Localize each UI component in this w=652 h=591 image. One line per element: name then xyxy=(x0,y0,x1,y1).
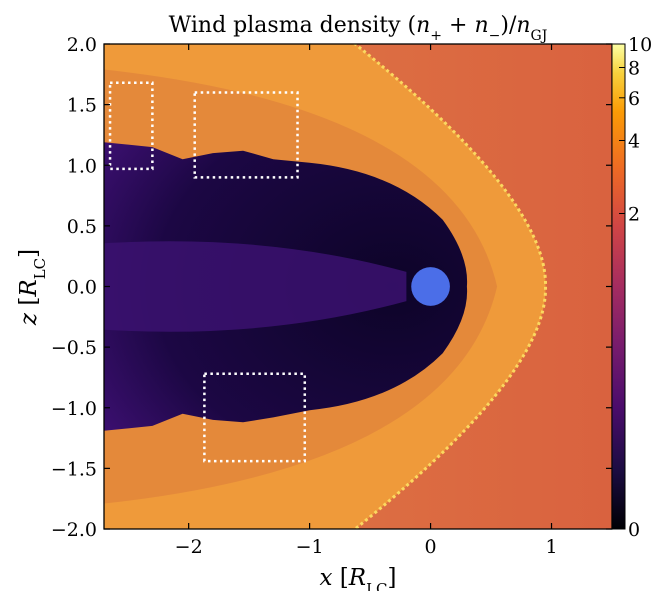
y-axis-ticks: −2.0 −1.5 −1.0 −0.5 0.0 0.5 1.0 1.5 2.0 xyxy=(51,34,612,541)
plot-area xyxy=(104,44,612,529)
x-axis-label: x [RLC] xyxy=(319,565,396,591)
y-tick-label: −0.5 xyxy=(51,337,97,359)
colorbar-tick-label: 10 xyxy=(628,34,652,56)
x-axis-ticks: −2 −1 0 1 xyxy=(175,44,558,558)
colorbar-tick-label: 4 xyxy=(628,131,640,153)
x-tick-label: 0 xyxy=(425,536,437,558)
highlight-boxes xyxy=(108,81,307,463)
y-tick-label: 0.5 xyxy=(67,216,97,238)
colorbar-tick-label: 8 xyxy=(628,58,640,80)
pulsar-disk xyxy=(411,267,450,306)
y-tick-label: −2.0 xyxy=(51,519,97,541)
y-tick-label: −1.0 xyxy=(51,398,97,420)
y-axis-label: z [RLC] xyxy=(16,249,49,326)
bow-shock-front xyxy=(352,44,548,529)
colorbar-tick-label: 2 xyxy=(628,204,640,226)
y-tick-label: 0.0 xyxy=(67,277,97,299)
highlight-box-1 xyxy=(108,81,154,171)
highlight-box-3 xyxy=(203,372,307,463)
equatorial-band xyxy=(104,241,407,332)
y-tick-label: 2.0 xyxy=(67,34,97,56)
x-tick-label: −2 xyxy=(175,536,203,558)
colorbar-tick-label: 6 xyxy=(628,88,640,110)
y-tick-label: 1.0 xyxy=(67,155,97,177)
x-tick-label: −1 xyxy=(296,536,324,558)
colorbar-tick-label: 0 xyxy=(628,519,640,541)
x-tick-label: 1 xyxy=(545,536,557,558)
colorbar-ticks: 0 2 4 6 810 xyxy=(619,34,652,541)
y-tick-label: −1.5 xyxy=(51,458,97,480)
chart-title: Wind plasma density (n+ + n−)/nGJ xyxy=(169,13,548,44)
colorbar xyxy=(611,43,626,530)
highlight-box-2 xyxy=(193,91,299,179)
y-tick-label: 1.5 xyxy=(67,95,97,117)
